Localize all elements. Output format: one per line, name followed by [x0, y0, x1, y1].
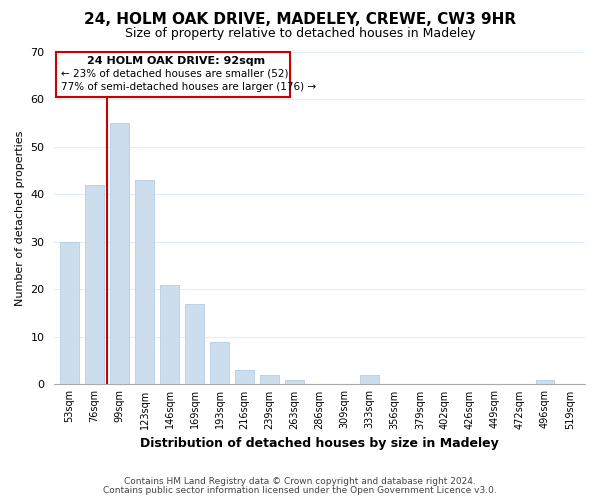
Text: Contains public sector information licensed under the Open Government Licence v3: Contains public sector information licen…: [103, 486, 497, 495]
Bar: [361, 375, 379, 384]
Bar: [56, 52, 290, 96]
Text: 77% of semi-detached houses are larger (176) →: 77% of semi-detached houses are larger (…: [61, 82, 316, 92]
Bar: [536, 380, 554, 384]
Bar: [110, 123, 129, 384]
Text: 24 HOLM OAK DRIVE: 92sqm: 24 HOLM OAK DRIVE: 92sqm: [88, 56, 265, 66]
Text: ← 23% of detached houses are smaller (52): ← 23% of detached houses are smaller (52…: [61, 68, 288, 78]
Text: 24, HOLM OAK DRIVE, MADELEY, CREWE, CW3 9HR: 24, HOLM OAK DRIVE, MADELEY, CREWE, CW3 …: [84, 12, 516, 28]
Bar: [60, 242, 79, 384]
X-axis label: Distribution of detached houses by size in Madeley: Distribution of detached houses by size …: [140, 437, 499, 450]
Text: Size of property relative to detached houses in Madeley: Size of property relative to detached ho…: [125, 28, 475, 40]
Text: Contains HM Land Registry data © Crown copyright and database right 2024.: Contains HM Land Registry data © Crown c…: [124, 477, 476, 486]
Bar: [185, 304, 204, 384]
Bar: [160, 284, 179, 384]
Bar: [235, 370, 254, 384]
Bar: [135, 180, 154, 384]
Bar: [260, 375, 279, 384]
Bar: [285, 380, 304, 384]
Y-axis label: Number of detached properties: Number of detached properties: [15, 130, 25, 306]
Bar: [85, 184, 104, 384]
Bar: [210, 342, 229, 384]
